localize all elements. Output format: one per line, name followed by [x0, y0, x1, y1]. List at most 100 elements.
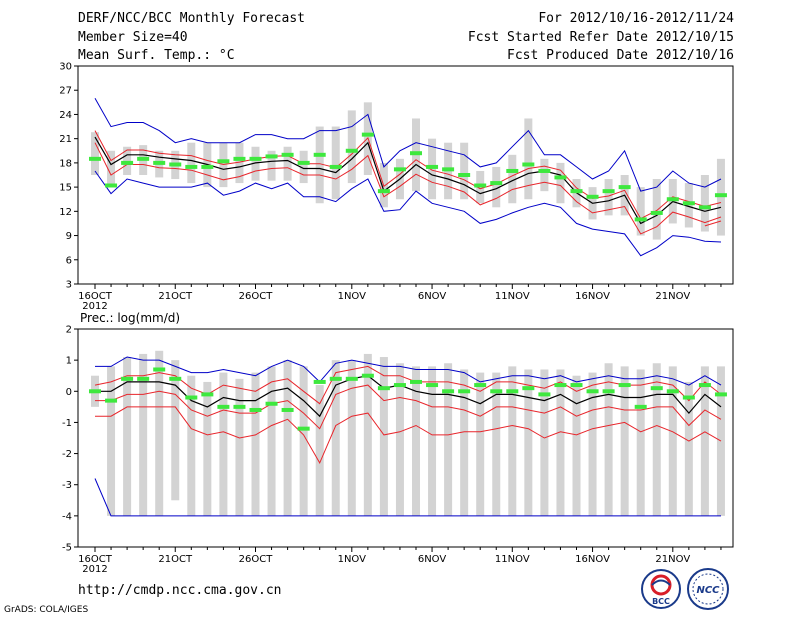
ensemble-median-mark: [105, 183, 118, 188]
ensemble-box: [267, 366, 276, 516]
x-tick-label: 6NOV: [418, 291, 447, 302]
ensemble-median-mark: [201, 392, 214, 397]
ensemble-median-mark: [233, 404, 246, 409]
ensemble-box: [379, 357, 388, 516]
ensemble-box: [123, 357, 132, 516]
ensemble-mean-line: [95, 375, 722, 418]
member-size: Member Size=40: [78, 30, 188, 45]
ensemble-median-mark: [666, 197, 679, 202]
ensemble-box: [556, 162, 565, 204]
forecast-produced-date: Fcst Produced Date 2012/10/16: [507, 48, 734, 63]
ensemble-median-mark: [490, 389, 503, 394]
x-tick-label: 16NOV: [575, 554, 610, 565]
ensemble-median-mark: [506, 168, 519, 173]
ensemble-box: [91, 132, 99, 175]
ensemble-box: [428, 138, 437, 200]
ensemble-median-mark: [426, 383, 439, 388]
chart-panel-1: [74, 65, 734, 289]
ensemble-upper-line: [94, 365, 722, 405]
ensemble-median-mark: [474, 183, 487, 188]
ensemble-box: [203, 381, 212, 516]
ensemble-median-mark: [458, 389, 471, 394]
ensemble-box: [347, 360, 356, 516]
ensemble-box: [620, 366, 629, 516]
ensemble-median-mark: [586, 194, 599, 199]
ensemble-box: [684, 381, 693, 516]
ensemble-median-mark: [265, 154, 278, 159]
ensemble-box: [107, 150, 116, 188]
ensemble-box: [428, 366, 437, 516]
ensemble-lower-line: [95, 384, 722, 430]
ensemble-median-mark: [506, 389, 519, 394]
y-tick-label: -4: [62, 511, 72, 522]
y-tick-label: 24: [59, 110, 72, 121]
ensemble-median-mark: [185, 164, 198, 169]
ensemble-box: [331, 360, 340, 516]
ensemble-box: [508, 366, 517, 516]
ensemble-box: [700, 175, 709, 232]
bcc-logo-text: BCC: [652, 597, 670, 606]
ensemble-box: [604, 179, 613, 216]
ensemble-median-mark: [217, 404, 230, 409]
ensemble-max-line: [95, 356, 722, 386]
ensemble-median-mark: [682, 395, 695, 400]
ensemble-median-mark: [249, 156, 262, 161]
ensemble-median-mark: [329, 164, 342, 169]
forecast-period: For 2012/10/16-2012/11/24: [538, 11, 734, 26]
ensemble-box: [684, 183, 693, 228]
footer-url[interactable]: http://cmdp.ncc.cma.gov.cn: [78, 583, 282, 598]
ensemble-median-mark: [570, 383, 583, 388]
ensemble-median-mark: [442, 167, 455, 172]
ensemble-box: [363, 353, 372, 516]
ensemble-median-mark: [554, 383, 567, 388]
ensemble-median-mark: [458, 173, 471, 177]
ensemble-box: [235, 142, 244, 184]
plot-frame: [77, 65, 734, 285]
ensemble-median-mark: [442, 389, 455, 394]
y-tick-label: 1: [66, 356, 72, 367]
ensemble-box: [460, 369, 469, 516]
ensemble-median-mark: [329, 376, 342, 381]
x-tick-label: 26OCT: [239, 554, 274, 565]
ensemble-median-mark: [426, 164, 439, 169]
x-year-label: 2012: [82, 564, 107, 575]
ensemble-median-mark: [650, 386, 663, 391]
x-tick-label: 16OCT: [78, 291, 113, 302]
ensemble-box: [347, 110, 356, 184]
ensemble-median-mark: [105, 398, 118, 403]
ensemble-median-mark: [345, 376, 358, 381]
ensemble-median-mark: [586, 389, 599, 394]
ensemble-median-mark: [570, 189, 583, 194]
ensemble-lower-line: [94, 142, 722, 235]
y-tick-label: 27: [59, 86, 72, 97]
ensemble-median-mark: [410, 151, 422, 156]
ensemble-median-mark: [297, 426, 310, 431]
ensemble-median-mark: [265, 401, 278, 406]
ensemble-box: [668, 366, 677, 516]
x-tick-label: 21NOV: [655, 554, 690, 565]
ensemble-box: [235, 378, 244, 516]
ensemble-box: [636, 369, 645, 516]
y-tick-label: -3: [62, 480, 72, 491]
ensemble-median-mark: [522, 162, 535, 167]
x-tick-label: 21OCT: [158, 291, 193, 302]
ensemble-median-mark: [602, 189, 615, 194]
ensemble-median-mark: [474, 383, 487, 388]
x-tick-label: 16NOV: [575, 291, 610, 302]
x-tick-label: 26OCT: [239, 291, 274, 302]
ensemble-box: [588, 372, 597, 516]
ensemble-median-mark: [618, 185, 631, 190]
x-year-label: 2012: [82, 301, 107, 312]
ensemble-median-mark: [377, 386, 390, 391]
x-tick-label: 11NOV: [495, 554, 530, 565]
ensemble-median-mark: [137, 376, 150, 381]
ensemble-box: [636, 187, 645, 236]
ensemble-box: [299, 366, 308, 516]
ensemble-median-mark: [89, 156, 101, 161]
y-tick-label: -5: [62, 543, 72, 554]
ensemble-median-mark: [634, 217, 647, 222]
y-tick-label: 3: [66, 280, 72, 291]
forecast-start-date: Fcst Started Refer Date 2012/10/15: [467, 30, 734, 45]
ensemble-median-mark: [137, 156, 150, 161]
ensemble-box: [155, 350, 164, 516]
